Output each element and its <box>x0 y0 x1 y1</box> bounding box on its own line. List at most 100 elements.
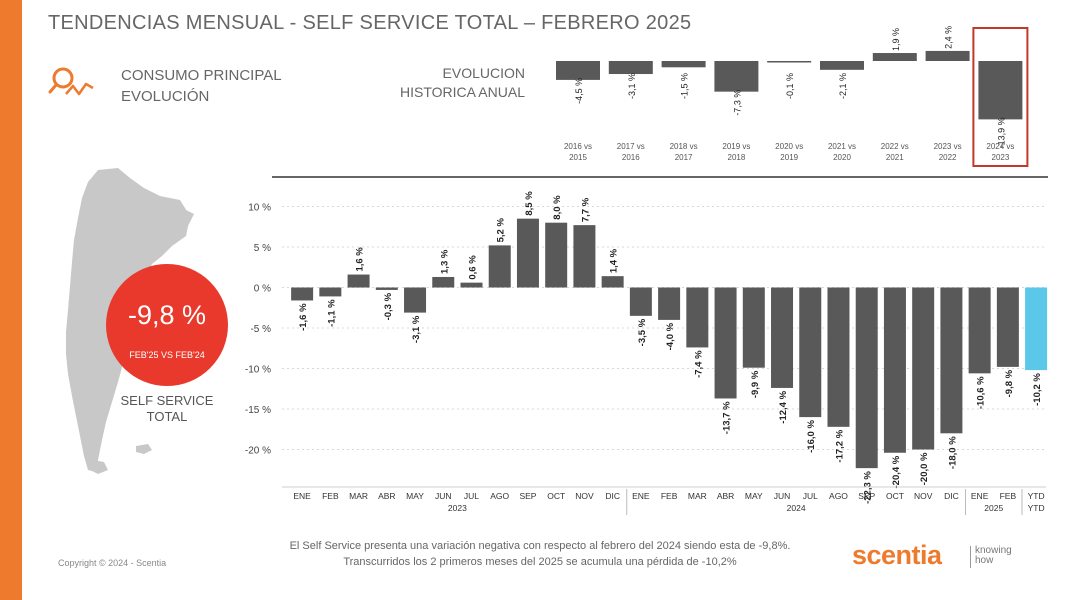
month-bar-19 <box>827 287 850 427</box>
month-bar-label-4: -3,1 % <box>411 315 422 343</box>
month-category-25: FEB <box>1000 491 1017 501</box>
month-bar-21 <box>883 287 906 453</box>
month-bar-label-0: -1,6 % <box>298 303 309 331</box>
month-category-11: DIC <box>605 491 620 501</box>
annual-bar-label-6: 1,9 % <box>891 28 901 51</box>
evolucion-label: EVOLUCION HISTORICA ANUAL <box>395 64 525 102</box>
y-tick-label-4: -10 % <box>245 365 271 376</box>
month-category-20: SEP <box>858 491 875 501</box>
month-category-13: FEB <box>661 491 678 501</box>
month-category-16: MAY <box>745 491 763 501</box>
annual-category-bottom-8: 2023 <box>992 153 1010 162</box>
month-bar-label-25: -9,8 % <box>1004 369 1015 397</box>
kpi-value: -9,8 % <box>127 300 207 330</box>
month-category-17: JUN <box>774 491 791 501</box>
annual-category-bottom-3: 2018 <box>728 153 746 162</box>
evolucion-line-2: HISTORICA ANUAL <box>399 84 525 100</box>
month-bar-7 <box>488 245 511 288</box>
annual-category-bottom-6: 2021 <box>886 153 904 162</box>
month-bar-label-9: 8,0 % <box>552 195 563 220</box>
month-bar-label-3: -0,3 % <box>383 292 394 320</box>
group-label-3: YTD <box>1028 503 1045 513</box>
month-category-8: SEP <box>519 491 536 501</box>
kpi-circle: -9,8 % FEB'25 VS FEB'24 <box>106 264 228 386</box>
logo-tagline-1: knowing <box>975 545 1012 556</box>
annual-category-top-6: 2022 vs <box>881 142 909 151</box>
magnifier-trend-icon <box>48 67 94 96</box>
month-bar-label-8: 8,5 % <box>524 191 535 216</box>
annual-evolution-chart: -4,5 % 2016 vs 2015 -3,1 % 2017 vs 2016 -1,5 %… <box>556 26 1029 167</box>
month-category-24: ENE <box>971 491 989 501</box>
month-bar-10 <box>573 225 596 288</box>
month-bar-14 <box>686 287 709 348</box>
evolucion-line-1: EVOLUCION <box>442 65 525 81</box>
month-bar-label-12: -3,5 % <box>637 318 648 346</box>
month-bar-label-22: -20,0 % <box>919 452 930 485</box>
month-bar-label-16: -9,9 % <box>750 370 761 398</box>
logo-tagline-2: how <box>975 555 994 566</box>
month-bar-11 <box>601 276 624 288</box>
group-label-0: 2023 <box>448 503 467 513</box>
month-bar-22 <box>912 287 935 450</box>
month-bar-16 <box>742 287 765 368</box>
month-bar-label-24: -10,6 % <box>976 376 987 409</box>
annual-category-top-2: 2018 vs <box>670 142 698 151</box>
footer-note-line-2: Transcurridos los 2 primeros meses del 2… <box>343 556 737 568</box>
month-bar-8 <box>516 218 539 288</box>
month-bar-label-6: 0,6 % <box>467 255 478 280</box>
section-divider <box>272 176 1048 178</box>
y-tick-label-6: -20 % <box>245 446 271 457</box>
consumo-label: CONSUMO PRINCIPAL EVOLUCIÓN <box>121 65 282 107</box>
month-category-14: MAR <box>688 491 707 501</box>
month-bar-25 <box>996 287 1019 367</box>
annual-bar-label-4: -0,1 % <box>785 73 795 99</box>
logo-tagline: knowing how <box>975 546 1012 566</box>
y-tick-label-3: -5 % <box>250 324 271 335</box>
month-bar-label-21: -20,4 % <box>891 455 902 488</box>
annual-category-top-8: 2024 vs <box>986 142 1014 151</box>
annual-category-bottom-1: 2016 <box>622 153 640 162</box>
month-bar-15 <box>714 287 737 399</box>
annual-bar-label-5: -2,1 % <box>838 73 848 99</box>
month-bar-label-11: 1,4 % <box>609 248 620 273</box>
month-bar-20 <box>855 287 878 469</box>
month-category-21: OCT <box>886 491 904 501</box>
month-category-23: DIC <box>944 491 959 501</box>
annual-bar-label-1: -3,1 % <box>627 73 637 99</box>
month-category-5: JUN <box>435 491 452 501</box>
self-service-line-1: SELF SERVICE <box>120 393 214 408</box>
y-tick-label-0: 10 % <box>248 203 271 214</box>
month-category-10: NOV <box>575 491 594 501</box>
annual-category-bottom-0: 2015 <box>569 153 587 162</box>
annual-category-top-4: 2020 vs <box>775 142 803 151</box>
self-service-line-2: TOTAL <box>146 409 188 424</box>
annual-bar-label-0: -4,5 % <box>574 78 584 104</box>
consumo-line-1: CONSUMO PRINCIPAL <box>121 67 282 84</box>
annual-highlight-box <box>972 27 1029 167</box>
annual-category-top-1: 2017 vs <box>617 142 645 151</box>
month-bar-label-7: 5,2 % <box>496 218 507 243</box>
scentia-logo: scentia knowing how <box>852 540 1032 572</box>
annual-category-bottom-5: 2020 <box>833 153 851 162</box>
month-category-15: ABR <box>717 491 734 501</box>
logo-wordmark: scentia <box>852 540 942 570</box>
y-tick-label-1: 5 % <box>254 243 271 254</box>
footer-note: El Self Service presenta una variación n… <box>230 538 850 570</box>
month-category-4: MAY <box>406 491 424 501</box>
month-category-3: ABR <box>378 491 395 501</box>
month-bar-label-10: 7,7 % <box>580 197 591 222</box>
month-bar-23 <box>940 287 963 434</box>
copyright: Copyright © 2024 - Scentia <box>58 558 167 568</box>
month-bar-label-13: -4,0 % <box>665 322 676 350</box>
month-bar-9 <box>545 222 568 288</box>
annual-bar-2 <box>661 61 706 68</box>
y-tick-label-5: -15 % <box>245 405 271 416</box>
month-category-12: ENE <box>632 491 650 501</box>
month-bar-1 <box>319 287 342 297</box>
accent-side-bar <box>0 0 22 600</box>
annual-bar-8 <box>978 61 1023 120</box>
month-bar-24 <box>968 287 991 374</box>
annual-bar-1 <box>608 61 653 75</box>
month-bar-26 <box>1025 287 1048 371</box>
